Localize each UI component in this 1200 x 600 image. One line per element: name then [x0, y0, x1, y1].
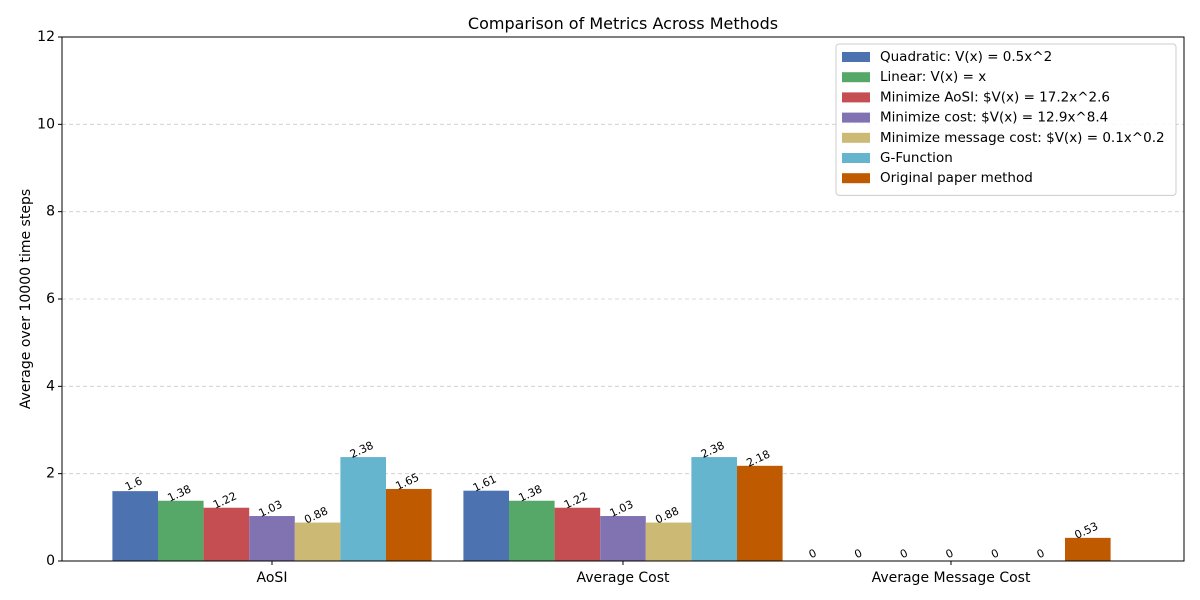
- chart-title: Comparison of Metrics Across Methods: [468, 14, 778, 33]
- legend-entry-label: Minimize AoSI: $V(x) = 17.2x^2.6: [880, 89, 1110, 105]
- legend-swatch: [842, 52, 870, 62]
- legend-swatch: [842, 92, 870, 103]
- bar-data-label: 0: [852, 546, 864, 561]
- bar-data-label: 0: [807, 546, 819, 561]
- bar: [112, 491, 158, 561]
- bar-data-label: 0: [1035, 546, 1047, 561]
- legend-entry-label: Minimize cost: $V(x) = 12.9x^8.4: [880, 110, 1108, 126]
- y-tick-label: 12: [37, 29, 55, 45]
- y-tick-label: 10: [37, 116, 55, 132]
- bar-data-label: 1.6: [123, 474, 144, 493]
- bar: [294, 522, 341, 561]
- legend-swatch: [842, 173, 870, 184]
- bar: [463, 490, 509, 561]
- bar: [249, 516, 295, 561]
- bar-data-label: 0: [989, 546, 1001, 561]
- x-axis-ticks: AoSI Average Cost Average Message Cost: [257, 561, 1031, 586]
- bar: [340, 457, 386, 561]
- bar: [509, 500, 555, 561]
- x-tick-label: Average Cost: [576, 570, 670, 586]
- legend-swatch: [842, 132, 870, 143]
- bar-data-label: 0: [944, 546, 956, 561]
- legend-box: [835, 43, 1177, 196]
- legend: Quadratic: V(x) = 0.5x^2 Linear: V(x) = x…: [835, 43, 1177, 196]
- y-tick-label: 4: [46, 378, 55, 394]
- y-tick-label: 2: [46, 466, 55, 482]
- bar: [554, 507, 601, 561]
- legend-swatch: [842, 112, 870, 123]
- legend-swatch: [842, 72, 870, 83]
- legend-entry-label: Original paper method: [880, 170, 1033, 186]
- y-tick-label: 8: [46, 204, 55, 220]
- y-axis-ticks: 0 2 4 6 8 10 12: [37, 29, 62, 569]
- legend-entry-label: Quadratic: V(x) = 0.5x^2: [880, 49, 1052, 65]
- legend-entry-label: G-Function: [880, 150, 953, 166]
- x-tick-label: AoSI: [257, 570, 288, 586]
- y-tick-label: 6: [46, 291, 55, 307]
- bar: [737, 465, 783, 561]
- bar: [691, 457, 737, 561]
- legend-entry-label: Minimize message cost: $V(x) = 0.1x^0.2: [880, 130, 1165, 146]
- bars-layer: [112, 457, 1111, 561]
- y-axis-label: Average over 10000 time steps: [18, 189, 34, 409]
- legend-entry-label: Linear: V(x) = x: [880, 69, 986, 85]
- bar: [386, 488, 432, 561]
- x-tick-label: Average Message Cost: [872, 570, 1031, 586]
- y-tick-label: 0: [46, 553, 55, 569]
- bar: [645, 522, 692, 561]
- bar: [203, 507, 250, 561]
- legend-swatch: [842, 153, 870, 163]
- bar: [1065, 537, 1111, 561]
- bar-data-label: 0: [898, 546, 910, 561]
- bar: [600, 516, 646, 561]
- bar: [158, 500, 204, 561]
